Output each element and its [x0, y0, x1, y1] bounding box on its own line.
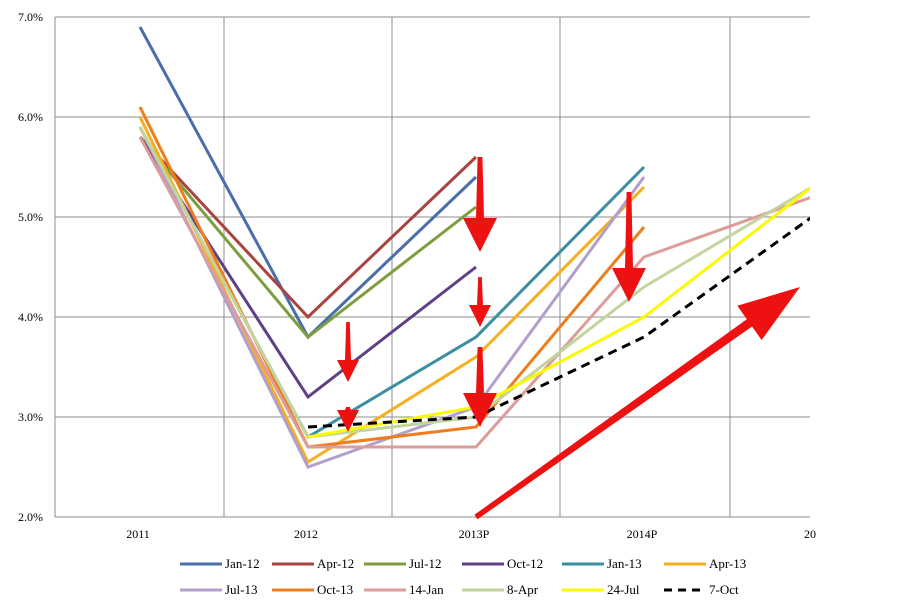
- legend-item: Jan-12: [180, 556, 260, 571]
- y-axis: 2.0% 3.0% 4.0% 5.0% 6.0% 7.0%: [18, 10, 43, 524]
- legend-label: 14-Jan: [409, 582, 444, 597]
- legend-label: Jan-12: [225, 556, 260, 571]
- legend-label: Oct-12: [507, 556, 543, 571]
- x-tick-label: 2011: [126, 527, 150, 541]
- x-tick-label: 20: [804, 527, 816, 541]
- y-tick-label: 5.0%: [18, 210, 43, 224]
- arrow-down-icon: [337, 322, 359, 382]
- legend-label: Apr-12: [317, 556, 354, 571]
- x-tick-label: 2014P: [627, 527, 658, 541]
- arrow-down-icon: [463, 157, 497, 252]
- series-line-24-jul: [307, 186, 810, 439]
- legend-label: Oct-13: [317, 582, 353, 597]
- series-line-jul-12: [138, 136, 477, 340]
- legend-item: Jan-13: [562, 556, 642, 571]
- series-line-8-apr: [138, 126, 810, 439]
- x-axis: 2011 2012 2013P 2014P 20: [126, 527, 816, 541]
- arrow-down-icon: [463, 347, 497, 427]
- legend-item: Oct-12: [462, 556, 543, 571]
- legend-item: Apr-13: [664, 556, 746, 571]
- legend-item: Oct-13: [272, 582, 353, 597]
- legend-item: 8-Apr: [462, 582, 539, 597]
- x-tick-label: 2012: [294, 527, 318, 541]
- y-tick-label: 2.0%: [18, 510, 43, 524]
- legend: Jan-12 Apr-12 Jul-12 Oct-12 Jan-13 Apr-13 Jul-…: [180, 556, 746, 597]
- legend-label: Jan-13: [607, 556, 642, 571]
- annotations: [337, 157, 800, 520]
- series-line-7-oct: [307, 216, 810, 429]
- series-line-14-jan: [138, 136, 810, 449]
- y-tick-label: 3.0%: [18, 410, 43, 424]
- legend-item: Jul-12: [364, 556, 442, 571]
- y-tick-label: 6.0%: [18, 110, 43, 124]
- legend-item: 7-Oct: [664, 582, 739, 597]
- legend-item: Apr-12: [272, 556, 354, 571]
- legend-label: 24-Jul: [607, 582, 640, 597]
- arrow-down-icon: [469, 277, 491, 327]
- y-tick-label: 7.0%: [18, 10, 43, 24]
- series-line-apr-12: [138, 135, 478, 320]
- grid: [54, 16, 810, 518]
- legend-item: 24-Jul: [562, 582, 640, 597]
- legend-label: Jul-12: [409, 556, 442, 571]
- arrow-down-icon: [612, 192, 646, 302]
- legend-item: 14-Jan: [364, 582, 444, 597]
- x-tick-label: 2013P: [459, 527, 490, 541]
- legend-label: Apr-13: [709, 556, 746, 571]
- legend-label: Jul-13: [225, 582, 258, 597]
- y-tick-label: 4.0%: [18, 310, 43, 324]
- series-lines: [138, 26, 810, 469]
- legend-item: Jul-13: [180, 582, 258, 597]
- series-line-oct-12: [138, 136, 477, 400]
- legend-label: 8-Apr: [507, 582, 539, 597]
- legend-label: 7-Oct: [709, 582, 739, 597]
- arrow-down-icon: [337, 407, 359, 432]
- series-line-oct-13: [138, 106, 646, 449]
- series-line-jan-12: [138, 26, 478, 340]
- arrow-up-icon: [474, 287, 800, 520]
